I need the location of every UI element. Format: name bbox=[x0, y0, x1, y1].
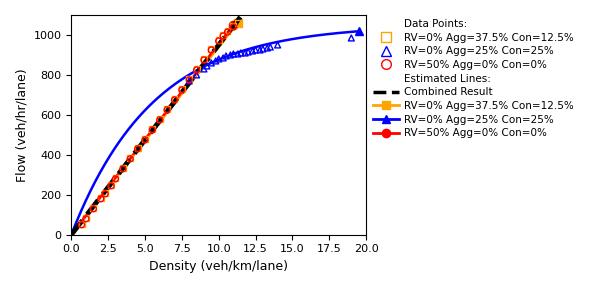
Point bbox=[96, 196, 105, 201]
Point bbox=[214, 38, 224, 42]
Point bbox=[107, 183, 116, 188]
Point bbox=[228, 24, 238, 28]
Point bbox=[226, 53, 235, 57]
Point bbox=[221, 54, 231, 58]
Point bbox=[89, 206, 98, 211]
Point bbox=[199, 57, 209, 61]
Point bbox=[240, 51, 250, 55]
Point bbox=[170, 98, 179, 102]
Point bbox=[202, 64, 212, 68]
Y-axis label: Flow (veh/hr/lane): Flow (veh/hr/lane) bbox=[15, 68, 28, 182]
Point bbox=[177, 88, 187, 92]
Point bbox=[184, 77, 194, 81]
Point bbox=[107, 183, 116, 187]
Point bbox=[111, 177, 120, 181]
Point bbox=[211, 59, 221, 63]
Point bbox=[228, 25, 238, 29]
Point bbox=[77, 222, 86, 227]
Point bbox=[218, 56, 228, 60]
Point bbox=[223, 30, 232, 34]
Point bbox=[346, 36, 356, 40]
Point bbox=[162, 107, 172, 111]
Point bbox=[214, 39, 224, 43]
Point bbox=[126, 156, 135, 161]
Point bbox=[162, 108, 172, 112]
Point bbox=[140, 138, 150, 142]
Legend: Data Points:, RV=0% Agg=37.5% Con=12.5%, RV=0% Agg=25% Con=25%, RV=50% Agg=0% Co: Data Points:, RV=0% Agg=37.5% Con=12.5%,… bbox=[369, 15, 578, 143]
Point bbox=[89, 205, 98, 210]
Point bbox=[218, 33, 228, 37]
Point bbox=[248, 49, 257, 53]
Point bbox=[199, 58, 209, 62]
Point bbox=[118, 166, 127, 170]
Point bbox=[218, 34, 228, 38]
Point bbox=[148, 128, 157, 132]
Point bbox=[101, 192, 110, 196]
Point bbox=[243, 50, 253, 54]
Point bbox=[233, 52, 243, 56]
Point bbox=[140, 137, 150, 141]
Point bbox=[199, 67, 209, 71]
Point bbox=[126, 156, 135, 160]
Point bbox=[192, 73, 201, 77]
Point bbox=[228, 52, 238, 56]
Point bbox=[155, 118, 164, 122]
Point bbox=[265, 45, 275, 49]
Point bbox=[101, 190, 110, 195]
Point bbox=[155, 117, 164, 121]
X-axis label: Density (veh/km/lane): Density (veh/km/lane) bbox=[149, 260, 288, 273]
Point bbox=[170, 96, 179, 101]
Point bbox=[82, 215, 91, 220]
Point bbox=[118, 166, 127, 171]
Point bbox=[77, 221, 86, 226]
Point bbox=[192, 67, 201, 71]
Point bbox=[223, 29, 232, 33]
Point bbox=[255, 48, 265, 52]
Point bbox=[233, 21, 243, 25]
Point bbox=[177, 87, 187, 91]
Point bbox=[262, 46, 272, 50]
Point bbox=[273, 43, 283, 47]
Point bbox=[214, 57, 224, 61]
Point bbox=[206, 47, 216, 51]
Point bbox=[184, 77, 194, 82]
Point bbox=[206, 48, 216, 52]
Point bbox=[82, 217, 91, 221]
Point bbox=[250, 48, 260, 52]
Point bbox=[133, 147, 142, 151]
Point bbox=[206, 61, 216, 65]
Point bbox=[96, 196, 105, 200]
Point bbox=[236, 51, 246, 55]
Point bbox=[133, 145, 142, 150]
Point bbox=[192, 68, 201, 72]
Point bbox=[258, 47, 268, 51]
Point bbox=[148, 126, 157, 131]
Point bbox=[184, 79, 194, 83]
Point bbox=[111, 175, 120, 180]
